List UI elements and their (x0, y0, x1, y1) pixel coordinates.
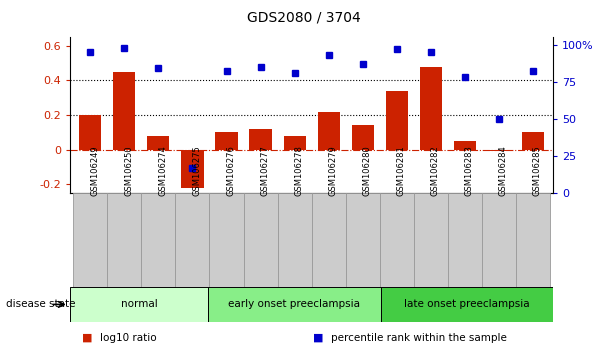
Bar (147, 136, 170, 150)
Bar (181, 150, 204, 188)
Bar (142, 193, 176, 287)
Bar (385, 91, 408, 150)
Bar (210, 193, 244, 287)
Text: GSM106285: GSM106285 (533, 145, 542, 196)
Bar (420, 67, 442, 150)
Bar (278, 193, 311, 287)
Text: GSM106282: GSM106282 (430, 145, 440, 196)
Text: normal: normal (120, 299, 157, 309)
Bar (482, 193, 516, 287)
Bar (488, 150, 510, 152)
Bar (413, 193, 447, 287)
Text: GSM106277: GSM106277 (261, 145, 269, 196)
Text: log10 ratio: log10 ratio (100, 333, 157, 343)
Bar (447, 193, 482, 287)
Text: GSM106249: GSM106249 (91, 145, 99, 196)
Text: GSM106281: GSM106281 (396, 145, 406, 196)
Bar (381, 287, 553, 322)
Bar (311, 193, 345, 287)
Text: early onset preeclampsia: early onset preeclampsia (229, 299, 361, 309)
Text: GSM106274: GSM106274 (159, 145, 167, 196)
Bar (379, 193, 413, 287)
Text: GDS2080 / 3704: GDS2080 / 3704 (247, 11, 361, 25)
Text: GSM106278: GSM106278 (295, 145, 303, 196)
Text: disease state: disease state (6, 299, 75, 309)
Bar (317, 112, 340, 150)
Bar (244, 193, 278, 287)
Bar (215, 132, 238, 150)
Text: ■: ■ (313, 333, 323, 343)
Bar (208, 287, 381, 322)
Bar (79, 115, 102, 150)
Text: GSM106279: GSM106279 (328, 145, 337, 196)
Bar (113, 72, 136, 150)
Bar (74, 193, 108, 287)
Bar (516, 193, 550, 287)
Text: GSM106250: GSM106250 (125, 145, 133, 196)
Bar (351, 125, 374, 150)
Text: GSM106276: GSM106276 (227, 145, 235, 196)
Text: percentile rank within the sample: percentile rank within the sample (331, 333, 507, 343)
Bar (70, 287, 208, 322)
Bar (345, 193, 379, 287)
Text: GSM106284: GSM106284 (499, 145, 508, 196)
Bar (176, 193, 210, 287)
Text: GSM106283: GSM106283 (465, 145, 474, 196)
Bar (454, 141, 476, 150)
Text: GSM106280: GSM106280 (362, 145, 371, 196)
Text: late onset preeclampsia: late onset preeclampsia (404, 299, 530, 309)
Bar (283, 136, 306, 150)
Bar (249, 129, 272, 150)
Text: ■: ■ (82, 333, 92, 343)
Text: GSM106275: GSM106275 (193, 145, 201, 196)
Bar (522, 132, 544, 150)
Bar (108, 193, 142, 287)
